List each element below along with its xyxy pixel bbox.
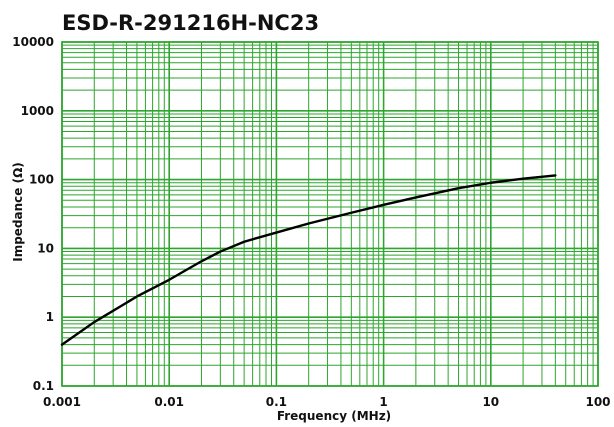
x-tick-label: 0.1 [266,395,287,409]
series [60,174,557,346]
y-tick-label: 1000 [21,104,54,118]
x-tick-label: 0.001 [43,395,81,409]
grid [61,41,599,387]
y-tick-label: 10 [37,241,54,255]
y-tick-label: 1 [46,310,54,324]
x-tick-label: 100 [585,395,610,409]
chart-title: ESD-R-291216H-NC23 [62,11,319,35]
tick-labels: 0.001 0.01 0.1 1 10 100 0.1 1 10 100 1000 10000 [12,35,610,409]
y-axis-label: Impedance (Ω) [11,162,25,262]
y-tick-label: 0.1 [33,379,54,393]
y-tick-label: 100 [29,173,54,187]
x-tick-label: 0.01 [154,395,184,409]
impedance-curve [60,174,557,346]
plot-frame [61,41,599,387]
x-axis-label: Frequency (MHz) [277,409,391,423]
x-tick-label: 1 [379,395,387,409]
y-tick-label: 10000 [12,35,54,49]
x-tick-label: 10 [482,395,499,409]
